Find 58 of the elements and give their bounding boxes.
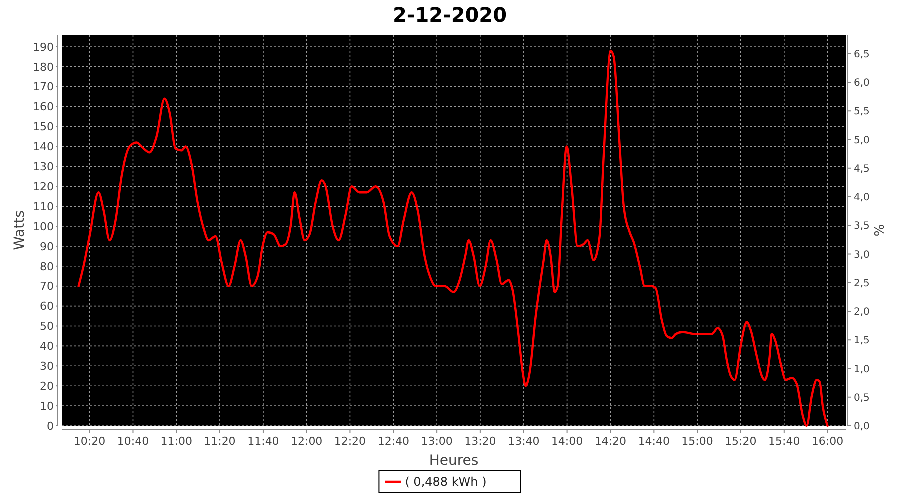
x-tick-label: 15:40 [768, 435, 800, 448]
y-tick-label: 20 [40, 380, 54, 393]
y-tick-label: 190 [33, 40, 54, 54]
y2-tick-label: 2,0 [854, 307, 870, 318]
y2-tick-label: 4,5 [854, 164, 870, 175]
y-tick-label: 170 [33, 80, 54, 94]
x-tick-label: 11:00 [160, 435, 192, 448]
y-tick-label: 80 [40, 260, 54, 274]
x-tick-label: 13:40 [508, 435, 540, 448]
x-tick-label: 13:00 [421, 435, 453, 448]
y2-tick-label: 1,0 [854, 364, 870, 376]
y-tick-label: 30 [40, 360, 54, 374]
x-tick-label: 16:00 [812, 435, 844, 448]
legend-label: ( 0,488 kWh ) [405, 475, 487, 490]
y-tick-label: 110 [33, 200, 54, 214]
y-tick-label: 90 [40, 240, 54, 254]
y-tick-label: 180 [33, 60, 54, 74]
chart-title: 2-12-2020 [392, 3, 508, 27]
x-tick-label: 14:40 [638, 435, 670, 448]
x-axis-title: Heures [429, 453, 479, 469]
y-tick-label: 130 [33, 160, 54, 174]
line-series [78, 50, 829, 428]
y-tick-label: 100 [33, 220, 54, 234]
x-tick-label: 10:20 [74, 435, 106, 448]
y-tick-label: 0 [47, 420, 54, 433]
y2-tick-label: 2,5 [854, 278, 870, 290]
y-tick-label: 140 [33, 140, 54, 154]
x-tick-label: 10:40 [117, 435, 150, 448]
y-tick-label: 60 [40, 300, 54, 314]
x-tick-label: 14:20 [594, 435, 627, 448]
y2-tick-label: 5,5 [854, 106, 870, 118]
y-tick-label: 50 [40, 320, 54, 334]
y-axis-title: Watts [12, 210, 28, 250]
x-tick-label: 12:40 [378, 435, 410, 448]
y-tick-label: 70 [40, 280, 54, 294]
y2-tick-label: 3,5 [854, 221, 870, 232]
y2-tick-label: 3,0 [854, 250, 870, 261]
y-tick-label: 120 [33, 180, 54, 194]
y-tick-label: 150 [33, 120, 54, 134]
y2-tick-label: 6,0 [854, 78, 870, 90]
y-tick-label: 160 [33, 100, 54, 114]
x-tick-label: 11:40 [248, 435, 280, 448]
y-tick-label: 10 [40, 400, 54, 413]
x-tick-label: 12:20 [334, 435, 366, 448]
y2-axis-title: % [873, 224, 888, 237]
y2-tick-label: 4,0 [854, 192, 870, 204]
y2-tick-label: 0,5 [854, 392, 870, 404]
x-tick-label: 12:00 [290, 435, 323, 448]
x-tick-label: 11:20 [204, 435, 236, 448]
x-tick-label: 15:00 [682, 435, 714, 448]
y2-tick-label: 6,5 [854, 49, 870, 60]
y2-tick-label: 1,5 [854, 336, 870, 347]
x-tick-label: 15:20 [725, 435, 757, 448]
x-tick-label: 13:20 [464, 435, 496, 448]
y2-tick-label: 0,0 [854, 422, 870, 432]
x-tick-label: 14:00 [551, 435, 584, 448]
y2-tick-label: 5,0 [854, 135, 870, 146]
y-tick-label: 40 [40, 340, 54, 354]
